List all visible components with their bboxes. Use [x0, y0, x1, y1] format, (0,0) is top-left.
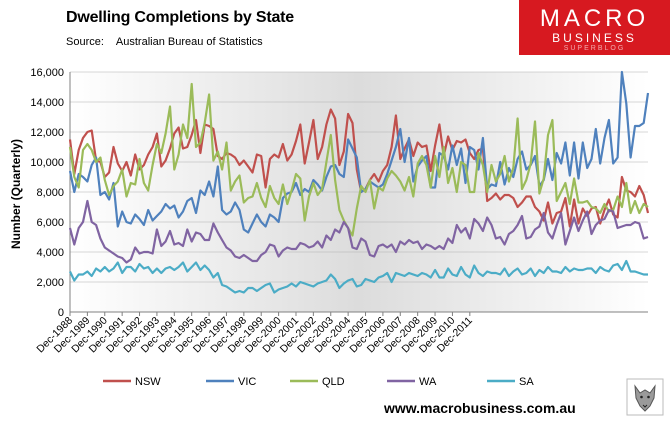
y-tick-label: 14,000 — [30, 97, 64, 109]
source-label: Source: — [66, 36, 104, 48]
y-tick-label: 10,000 — [30, 157, 64, 169]
legend-label-qld: QLD — [322, 376, 345, 388]
wolf-logo-icon — [626, 378, 664, 416]
chart-source: Source: Australian Bureau of Statistics — [66, 36, 263, 48]
legend-label-sa: SA — [519, 376, 534, 388]
series-line-wa — [68, 199, 649, 264]
macrobusiness-logo: MACRO BUSINESS SUPERBLOG — [519, 0, 670, 55]
logo-line-macro: MACRO — [539, 5, 650, 32]
legend-label-vic: VIC — [238, 376, 256, 388]
y-axis: 0 2,000 4,000 6,000 8,000 10,000 12,000 14,000 1… — [30, 67, 648, 319]
y-axis-title: Number (Quarterly) — [9, 139, 23, 249]
y-tick-label: 0 — [58, 307, 64, 319]
logo-line-business: BUSINESS — [552, 31, 637, 45]
series-line-vic — [68, 70, 650, 234]
y-tick-label: 8,000 — [36, 187, 64, 199]
legend-label-wa: WA — [419, 376, 437, 388]
chart-title: Dwelling Completions by State — [66, 9, 295, 26]
y-tick-label: 12,000 — [30, 127, 64, 139]
series-line-qld — [68, 82, 649, 237]
series-lines — [68, 70, 650, 294]
y-tick-label: 2,000 — [36, 277, 64, 289]
source-text: Australian Bureau of Statistics — [115, 36, 263, 48]
y-tick-label: 16,000 — [30, 67, 64, 79]
series-line-sa — [69, 259, 648, 294]
logo-line-superblog: SUPERBLOG — [563, 45, 626, 52]
y-tick-label: 6,000 — [36, 217, 64, 229]
legend: NSW VIC QLD WA SA — [103, 376, 534, 388]
site-url: www.macrobusiness.com.au — [384, 400, 576, 416]
y-tick-label: 4,000 — [36, 247, 64, 259]
x-axis: Dec-1988Dec-1989Dec-1990Dec-1991Dec-1992… — [34, 312, 475, 355]
legend-label-nsw: NSW — [135, 376, 161, 388]
